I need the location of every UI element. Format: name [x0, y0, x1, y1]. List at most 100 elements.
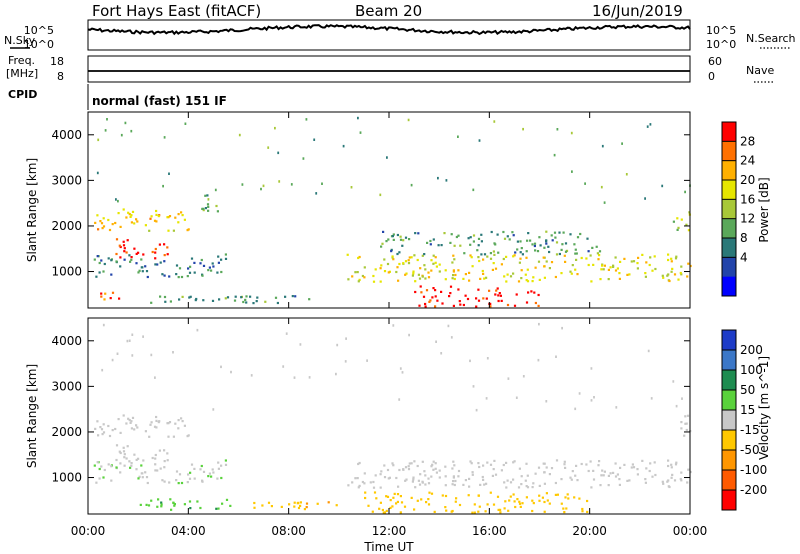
data-cell — [505, 486, 508, 489]
data-cell — [100, 428, 104, 431]
data-cell — [163, 254, 166, 257]
x-tick-label: 04:00 — [171, 524, 206, 538]
data-cell — [150, 301, 153, 304]
data-cell — [531, 280, 534, 283]
noise-cell — [315, 192, 318, 195]
data-cell — [211, 299, 215, 302]
data-cell — [122, 208, 125, 211]
data-cell — [564, 466, 567, 469]
colorbar-segment — [722, 218, 736, 239]
data-cell — [680, 218, 683, 221]
data-cell — [253, 506, 256, 509]
data-cell — [216, 210, 219, 213]
data-cell — [483, 483, 486, 486]
colorbar-segment — [722, 370, 736, 391]
data-cell — [417, 273, 420, 276]
data-cell — [379, 280, 382, 283]
colorbar-tick-label: 28 — [740, 134, 755, 148]
data-cell — [100, 222, 104, 225]
data-cell — [418, 483, 422, 486]
data-cell — [154, 469, 157, 472]
data-cell — [188, 271, 192, 274]
data-cell — [677, 278, 680, 281]
data-cell — [469, 254, 472, 257]
data-cell — [644, 272, 647, 275]
data-cell — [183, 503, 186, 506]
data-cell — [543, 265, 546, 268]
data-cell — [670, 270, 673, 273]
colorbar-segment — [722, 141, 736, 162]
data-cell — [519, 251, 522, 254]
data-cell — [393, 492, 396, 495]
data-cell — [431, 296, 434, 299]
data-cell — [125, 457, 128, 460]
data-cell — [155, 426, 158, 429]
data-cell — [374, 474, 377, 477]
data-cell — [477, 510, 480, 513]
time-axis: 00:00 04:00 08:00 12:00 16:00 20:00 00:00 — [71, 112, 707, 538]
data-cell — [516, 240, 519, 243]
data-cell — [423, 253, 426, 256]
data-cell — [543, 246, 546, 249]
y-tick-label: 3000 — [51, 379, 82, 393]
data-cell — [386, 468, 390, 472]
data-cell — [672, 220, 675, 223]
data-cell — [451, 261, 454, 264]
data-cell — [158, 449, 161, 452]
data-cell — [381, 508, 384, 512]
data-cell — [110, 465, 113, 468]
data-cell — [170, 508, 173, 511]
y-tick-label: 2000 — [51, 425, 82, 439]
data-cell — [429, 299, 432, 302]
data-cell — [98, 477, 101, 480]
data-cell — [432, 238, 435, 241]
data-cell — [563, 511, 566, 514]
data-cell — [351, 481, 354, 484]
data-cell — [449, 292, 452, 295]
data-cell — [686, 275, 689, 278]
data-cell — [571, 470, 574, 473]
data-cell — [429, 239, 432, 243]
data-cell — [119, 265, 122, 268]
data-cell — [399, 511, 402, 514]
colorbar-segment — [722, 390, 736, 411]
data-cell — [383, 258, 386, 261]
data-cell — [560, 478, 563, 481]
data-cell — [369, 481, 372, 484]
data-cell — [177, 427, 180, 430]
noise-cell — [590, 399, 593, 402]
data-cell — [154, 463, 157, 466]
data-cell — [556, 493, 559, 496]
data-cell — [308, 298, 311, 301]
colorbar-tick-label: -200 — [740, 483, 767, 497]
data-cell — [616, 473, 619, 476]
data-cell — [119, 225, 122, 228]
noise-cell — [450, 336, 453, 339]
data-cell — [303, 508, 306, 511]
noise-cell — [398, 398, 401, 401]
data-cell — [115, 252, 118, 256]
data-cell — [494, 293, 497, 296]
data-cell — [503, 481, 506, 484]
data-cell — [425, 289, 429, 292]
data-cell — [130, 462, 133, 465]
data-cell — [125, 422, 128, 425]
data-cell — [151, 456, 154, 460]
data-cell — [601, 469, 604, 472]
data-cell — [127, 211, 130, 214]
noise-cell — [196, 328, 199, 332]
data-cell — [432, 287, 435, 290]
data-cell — [596, 252, 599, 255]
data-cell — [554, 236, 557, 239]
data-cell — [144, 224, 147, 227]
noise-cell — [131, 354, 134, 357]
data-cell — [464, 479, 467, 482]
data-cell — [471, 511, 474, 514]
data-cell — [405, 272, 408, 275]
data-cell — [293, 501, 296, 504]
data-cell — [244, 298, 247, 301]
data-cell — [416, 464, 419, 468]
data-cell — [249, 295, 252, 298]
x-tick-label: 12:00 — [372, 524, 407, 538]
data-cell — [195, 297, 198, 301]
